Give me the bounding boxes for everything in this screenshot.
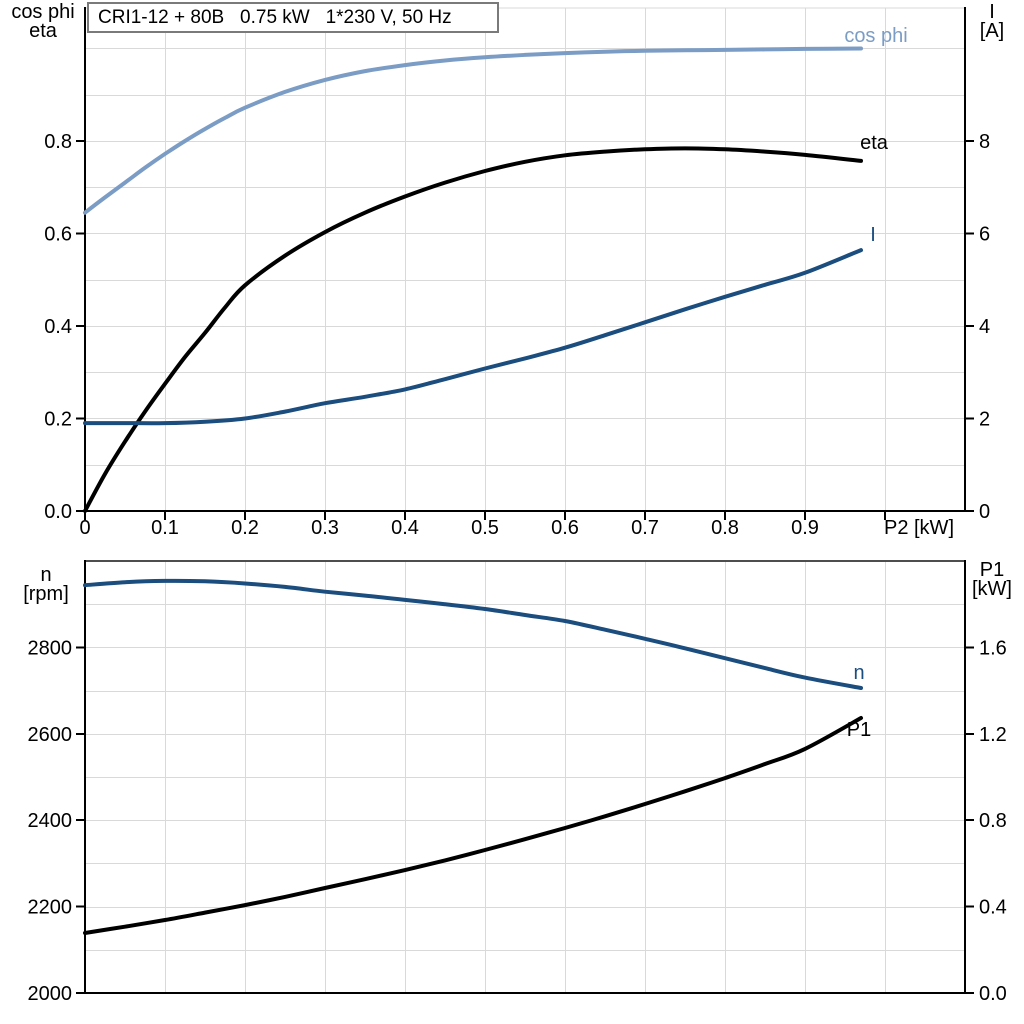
- tick-label: 0.0: [979, 983, 1007, 1005]
- tick-label: 2600: [28, 724, 73, 746]
- tick-marks: [76, 646, 974, 994]
- tick-label: 0.2: [231, 517, 259, 539]
- axes: [84, 560, 966, 994]
- tick-label: 1.2: [979, 724, 1007, 746]
- tick-label: 0.3: [311, 517, 339, 539]
- curve-eta: [83, 146, 863, 513]
- curve-cos-phi: [83, 46, 863, 215]
- tick-label: 8: [979, 131, 990, 153]
- curve-label-eta: eta: [860, 132, 888, 154]
- tick-marks: [76, 139, 974, 520]
- x-axis-unit-label: P2 [kW]: [883, 517, 954, 539]
- chart-title-box: CRI1-12 + 80B 0.75 kW 1*230 V, 50 Hz: [87, 2, 499, 33]
- curve-i: [83, 248, 863, 426]
- axis-header-line: eta: [29, 20, 57, 42]
- axis-header-line: [A]: [979, 20, 1005, 42]
- tick-label: 0: [979, 501, 990, 523]
- curve-label-current: I: [870, 224, 876, 246]
- curve-label-p1: P1: [846, 719, 872, 741]
- top-chart-left-axis-header: cos phi eta: [2, 1, 84, 42]
- top-chart-right-axis-header: I [A]: [961, 1, 1023, 42]
- tick-label: 0.0: [44, 501, 72, 523]
- tick-label: 0.4: [979, 897, 1007, 919]
- tick-label: 1.6: [979, 637, 1007, 659]
- bottom-chart-left-axis-header: n [rpm]: [6, 564, 86, 605]
- tick-label: 0: [79, 517, 90, 539]
- gridlines: [85, 561, 965, 993]
- tick-label: 0.7: [631, 517, 659, 539]
- tick-label: 2000: [28, 983, 73, 1005]
- axis-header-line: I: [989, 1, 995, 23]
- bottom-chart-right-axis-header: P1 [kW]: [961, 559, 1023, 600]
- tick-label: 0.5: [471, 517, 499, 539]
- tick-label: 0.6: [551, 517, 579, 539]
- curve-p1: [83, 716, 863, 935]
- tick-label: 2200: [28, 897, 73, 919]
- tick-label: 2: [979, 408, 990, 430]
- chart-0: 0.0 0.2 0.4 0.6 0.8 0 2 4 6 8 0 0.1 0.2 0.3 0.4 0.5 0.6 0…: [44, 7, 990, 539]
- tick-label: 0.8: [711, 517, 739, 539]
- tick-label: 0.6: [44, 223, 72, 245]
- tick-label: 2800: [28, 637, 73, 659]
- tick-label: 2400: [28, 810, 73, 832]
- tick-label: 0.4: [44, 316, 72, 338]
- curve-label-cos-phi: cos phi: [844, 25, 908, 47]
- curve-label-speed: n: [853, 662, 865, 684]
- tick-label: 0.8: [979, 810, 1007, 832]
- curve-n: [83, 578, 863, 690]
- axis-header-line: [rpm]: [23, 583, 69, 605]
- tick-label: 6: [979, 223, 990, 245]
- axis-header-line: P1: [979, 559, 1005, 581]
- tick-labels: 0.0 0.2 0.4 0.6 0.8 0 2 4 6 8 0 0.1 0.2 0.3 0.4 0.5 0.6 0…: [44, 131, 990, 539]
- tick-label: 0.2: [44, 408, 72, 430]
- gridlines: [85, 8, 965, 511]
- tick-label: 0.1: [151, 517, 179, 539]
- axis-header-line: n: [40, 564, 52, 586]
- tick-label: 0.9: [791, 517, 819, 539]
- axis-header-line: [kW]: [972, 578, 1012, 600]
- tick-label: 4: [979, 316, 990, 338]
- tick-labels: 2000 2200 2400 2600 2800 0.0 0.4 0.8 1.2 1.6: [28, 637, 1007, 1005]
- tick-label: 0.8: [44, 131, 72, 153]
- axis-header-line: cos phi: [11, 1, 75, 23]
- chart-1: 2000 2200 2400 2600 2800 0.0 0.4 0.8 1.2 1.6: [28, 560, 1007, 1005]
- tick-label: 0.4: [391, 517, 419, 539]
